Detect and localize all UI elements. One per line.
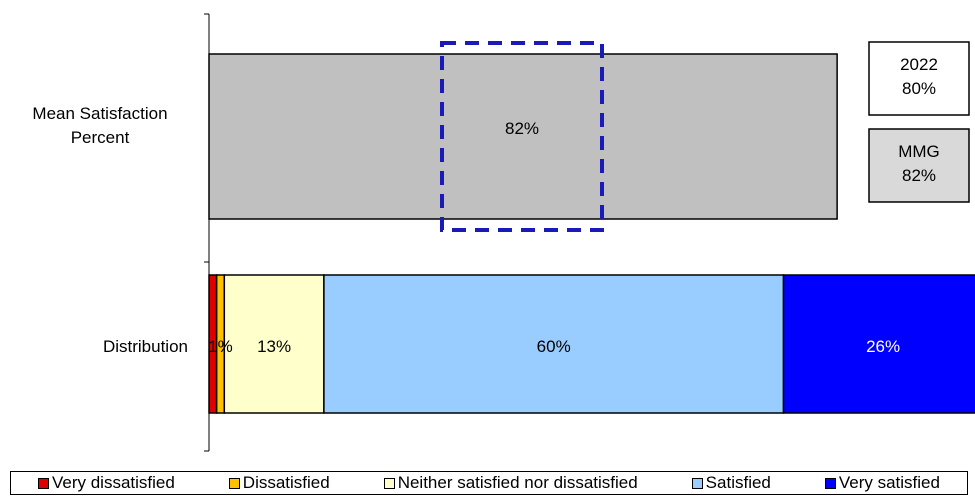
comparison-value: 82%: [902, 166, 936, 185]
comparison-value: 80%: [902, 79, 936, 98]
comparison-box: [868, 41, 970, 116]
distribution-bars: [208, 274, 975, 414]
legend-item: Very satisfied: [824, 473, 940, 493]
distribution-segment: [223, 274, 325, 414]
legend-item: Neither satisfied nor dissatisfied: [383, 473, 638, 493]
legend-swatch: [824, 477, 836, 489]
legend-label: Neither satisfied nor dissatisfied: [397, 473, 638, 492]
legend-label: Very dissatisfied: [51, 473, 175, 492]
category-label-mean: Percent: [71, 128, 130, 147]
distribution-value-label: 60%: [537, 337, 571, 356]
distribution-labels: 1% 13% 60% 26%: [208, 337, 900, 356]
legend-swatch: [691, 477, 703, 489]
mean-value-label: 82%: [505, 119, 539, 138]
mean-highlight-box: [440, 41, 604, 232]
legend-label: Dissatisfied: [242, 473, 330, 492]
legend-swatch: [37, 477, 49, 489]
legend-label: Satisfied: [705, 473, 771, 492]
legend-label: Very satisfied: [838, 473, 940, 492]
comparison-boxes: 2022 80% MMG 82%: [868, 41, 970, 203]
chart-legend: Very dissatisfied Dissatisfied Neither sat…: [10, 471, 968, 495]
mean-satisfaction-bar: [208, 53, 838, 220]
category-label-distribution: Distribution: [103, 337, 188, 356]
comparison-box: [868, 128, 970, 203]
comparison-label: 2022: [900, 55, 938, 74]
chart-svg: Mean Satisfaction Percent Distribution 8…: [32, 13, 975, 452]
legend-item: Dissatisfied: [228, 473, 330, 493]
legend-swatch: [228, 477, 240, 489]
distribution-value-label: 26%: [866, 337, 900, 356]
legend-item: Very dissatisfied: [37, 473, 175, 493]
category-label-mean: Mean Satisfaction: [32, 104, 167, 123]
distribution-value-label: 1%: [208, 337, 233, 356]
legend-swatch: [383, 477, 395, 489]
comparison-label: MMG: [898, 142, 940, 161]
distribution-segment: [782, 274, 975, 414]
distribution-value-label: 13%: [257, 337, 291, 356]
distribution-segment: [323, 274, 785, 414]
legend-item: Satisfied: [691, 473, 771, 493]
